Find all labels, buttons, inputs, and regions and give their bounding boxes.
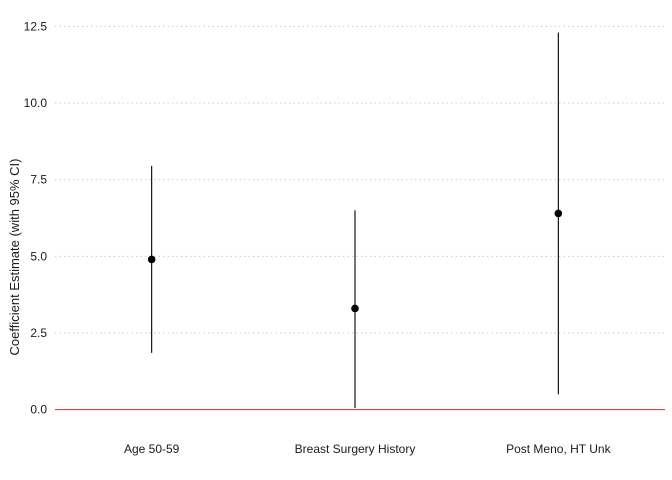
y-tick-label: 0.0 — [30, 403, 47, 417]
x-tick-label: Post Meno, HT Unk — [506, 442, 611, 456]
estimate-point — [351, 304, 359, 313]
estimate-point — [147, 255, 156, 264]
y-axis-title: Coefficient Estimate (with 95% CI) — [7, 159, 22, 356]
y-tick-label: 5.0 — [30, 249, 47, 263]
y-gridlines — [55, 25, 665, 334]
confidence-intervals — [151, 32, 559, 409]
x-tick-label: Breast Surgery History — [295, 442, 416, 456]
x-tick-labels: Age 50-59 Breast Surgery History Post Meno… — [124, 442, 612, 456]
y-tick-label: 12.5 — [24, 19, 48, 33]
y-tick-label: 7.5 — [30, 173, 47, 187]
y-tick-label: 10.0 — [24, 96, 48, 110]
estimate-point — [554, 209, 563, 218]
estimate-points — [147, 209, 563, 313]
y-tick-label: 2.5 — [30, 326, 47, 340]
x-tick-label: Age 50-59 — [124, 442, 180, 456]
y-tick-labels: 0.0 2.5 5.0 7.5 10.0 12.5 — [24, 19, 48, 416]
